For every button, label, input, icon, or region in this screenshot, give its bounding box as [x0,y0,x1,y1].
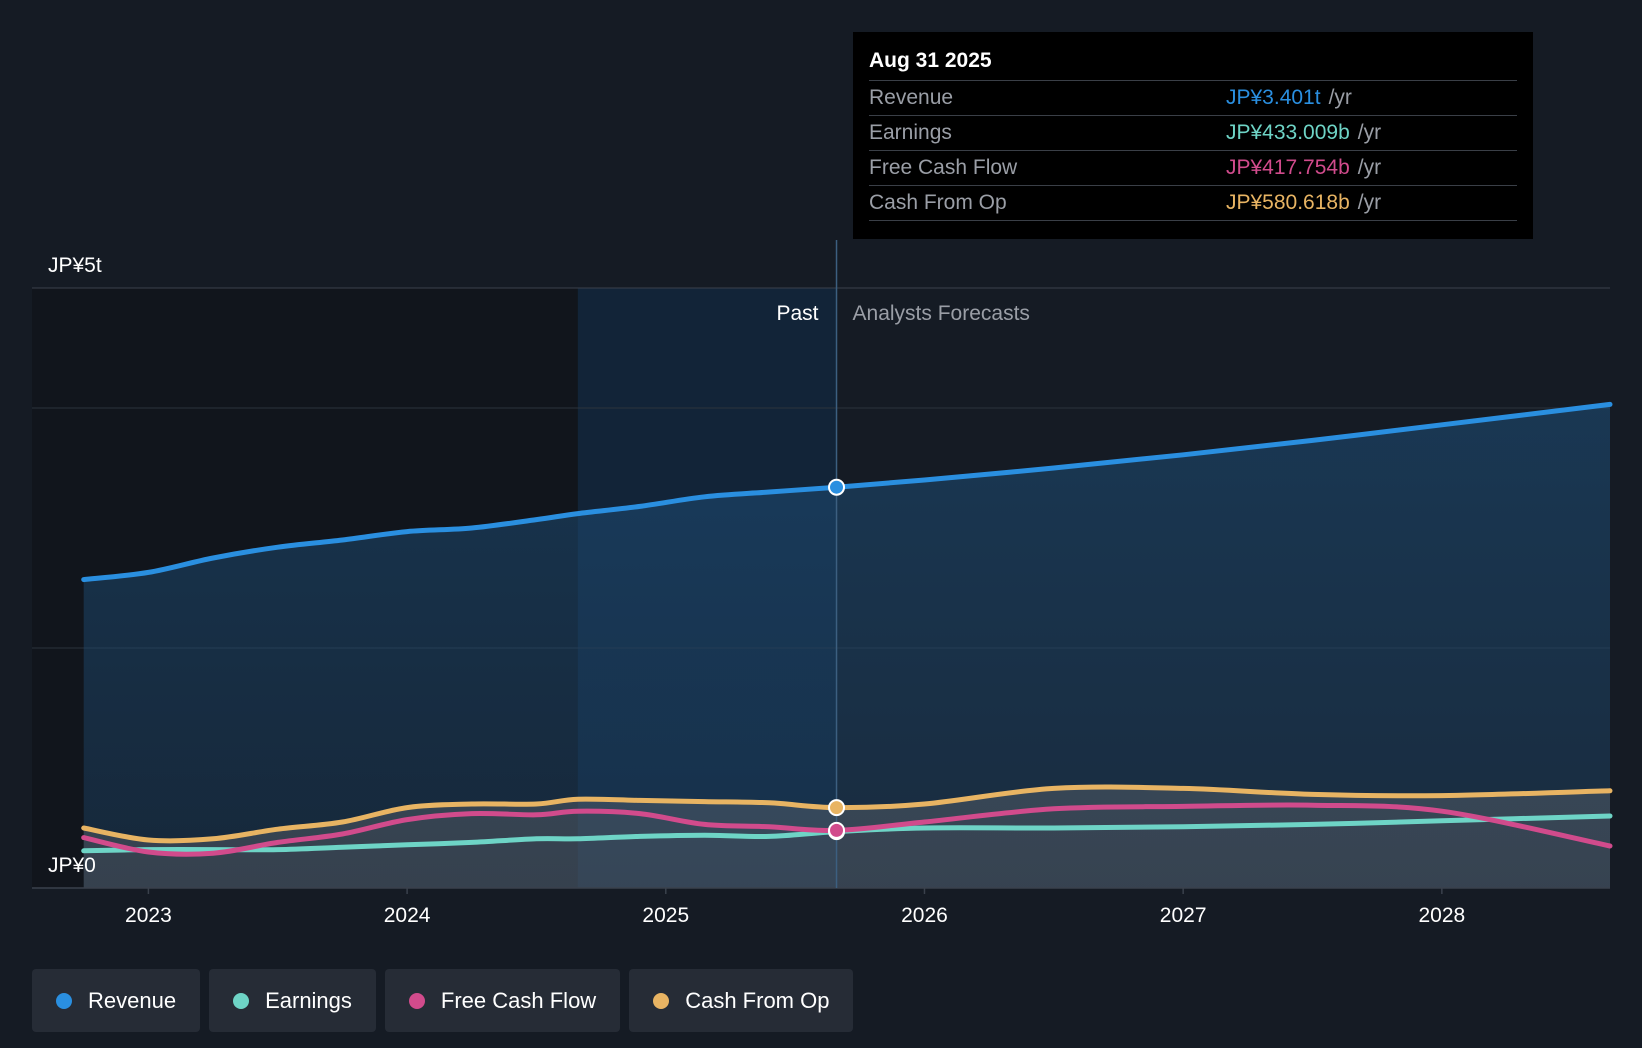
revenue-area [83,404,1611,888]
x-tick-label: 2023 [125,904,172,927]
y-axis-top-label: JP¥5t [48,254,102,277]
legend-item-revenue[interactable]: Revenue [32,969,201,1032]
legend-item-cash-from-op[interactable]: Cash From Op [629,969,854,1032]
tooltip-unit: /yr [1357,191,1382,214]
tooltip-row-earnings: Earnings JP¥433.009b /yr [869,115,1517,150]
legend-label: Cash From Op [685,987,830,1013]
legend-label: Free Cash Flow [440,987,597,1013]
y-axis-bottom-label: JP¥0 [48,854,96,877]
tooltip-label: Cash From Op [869,191,1007,214]
tooltip-label: Earnings [869,121,952,144]
tooltip-unit: /yr [1357,156,1382,179]
tooltip-label: Revenue [869,86,954,109]
legend-label: Revenue [88,987,177,1013]
tooltip-row-revenue: Revenue JP¥3.401t /yr [869,80,1517,115]
tooltip-label: Free Cash Flow [869,156,1018,179]
x-tick-label: 2025 [642,904,689,927]
tooltip: Aug 31 2025 Revenue JP¥3.401t /yr Earnin… [853,32,1533,239]
tooltip-unit: /yr [1328,86,1352,109]
x-tick-label: 2024 [384,904,431,927]
x-tick-label: 2027 [1160,904,1207,927]
earnings-line [81,813,1613,854]
x-tick-label: 2026 [901,904,948,927]
tooltip-row-cash-from-op: Cash From Op JP¥580.618b /yr [869,185,1517,221]
cash-from-op-line [81,784,1613,844]
revenue-line [81,401,1613,583]
tooltip-row-free-cash-flow: Free Cash Flow JP¥417.754b /yr [869,150,1517,185]
tooltip-value: JP¥433.009b [1226,121,1350,144]
revenue-point [828,478,846,496]
revenue-dot-icon [56,992,72,1009]
tooltip-value: JP¥417.754b [1226,156,1350,179]
forecast-label: Analysts Forecasts [853,302,1030,325]
legend-label: Earnings [265,987,352,1013]
tooltip-value: JP¥3.401t [1226,86,1321,109]
legend-item-earnings[interactable]: Earnings [209,969,376,1032]
free-cash-flow-point [828,821,846,839]
legend: Revenue Earnings Free Cash Flow Cash Fro… [32,969,854,1032]
tooltip-value: JP¥580.618b [1226,191,1350,214]
past-label: Past [776,302,818,325]
earnings-dot-icon [233,992,250,1009]
free-cash-flow-dot-icon [408,992,425,1009]
cash-from-op-point [828,799,846,817]
tooltip-date: Aug 31 2025 [869,49,992,72]
x-tick-label: 2028 [1418,904,1465,927]
legend-item-free-cash-flow[interactable]: Free Cash Flow [384,969,621,1032]
tooltip-unit: /yr [1357,121,1382,144]
cash-from-op-dot-icon [653,992,670,1009]
free-cash-flow-line [81,802,1613,857]
